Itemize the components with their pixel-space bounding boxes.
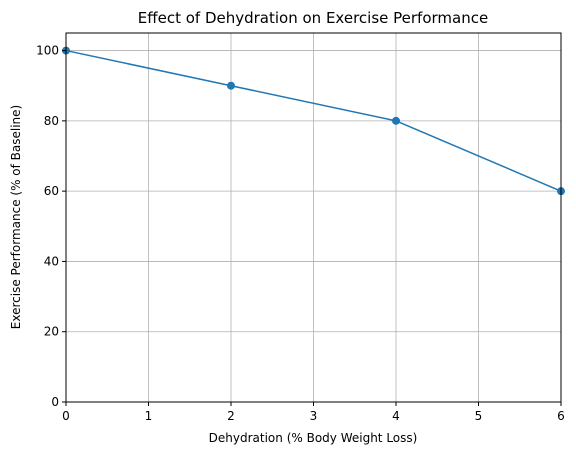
x-tick-label: 3 (310, 409, 318, 423)
series-layer (62, 46, 565, 196)
x-axis-label: Dehydration (% Body Weight Loss) (209, 431, 418, 445)
data-point (392, 116, 400, 125)
y-tick-label: 80 (44, 114, 59, 128)
x-tick-label: 2 (227, 409, 235, 423)
x-tick-label: 1 (145, 409, 153, 423)
x-axis: 0 1 2 3 4 5 6 (62, 402, 565, 423)
x-tick-label: 6 (557, 409, 565, 423)
y-tick-label: 100 (36, 44, 59, 58)
chart-title: Effect of Dehydration on Exercise Perfor… (138, 9, 488, 27)
x-tick-label: 0 (62, 409, 70, 423)
y-tick-label: 40 (44, 254, 59, 268)
y-tick-label: 20 (44, 325, 59, 339)
x-tick-label: 4 (392, 409, 400, 423)
data-point (227, 81, 235, 90)
y-axis: 0 20 40 60 80 100 (36, 44, 66, 409)
y-axis-label: Exercise Performance (% of Baseline) (9, 105, 23, 329)
grid (65, 33, 562, 403)
y-tick-label: 60 (44, 184, 59, 198)
x-tick-label: 5 (475, 409, 483, 423)
y-tick-label: 0 (51, 395, 59, 409)
series-line (65, 49, 562, 192)
